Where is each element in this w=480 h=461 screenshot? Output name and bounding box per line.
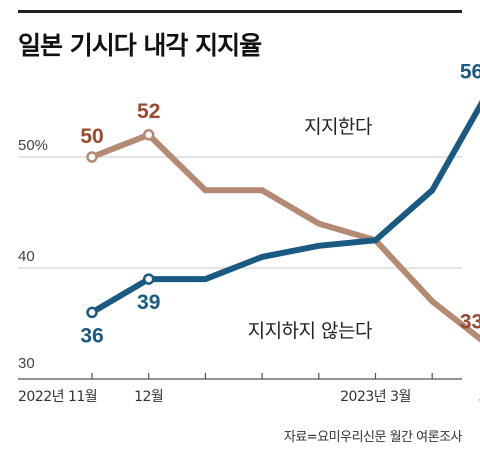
y-tick-label: 40: [18, 248, 35, 265]
support-data-label: 36: [80, 324, 103, 347]
y-tick-label: 30: [18, 355, 35, 372]
y-tick-label: 50%: [18, 137, 48, 154]
support-point: [142, 273, 155, 285]
oppose-data-label: 52: [137, 100, 160, 123]
x-tick-label: 2023년 3월: [340, 389, 411, 405]
support-line: [90, 100, 480, 315]
oppose-data-label: 33%: [460, 311, 480, 334]
x-tick-label: 12월: [134, 389, 163, 405]
x-tick-label: 2022년 11월: [18, 389, 97, 405]
support-series-label: 지지한다: [304, 116, 372, 138]
oppose-point: [142, 129, 155, 141]
x-tick-label: 5월: [479, 389, 480, 405]
oppose-series-label: 지지하지 않는다: [248, 320, 372, 342]
chart-title: 일본 기시다 내각 지지율: [18, 31, 262, 60]
support-data-label: 56%: [460, 60, 480, 83]
source-note: 자료=요미우리신문 월간 여론조사: [283, 430, 463, 445]
oppose-point: [86, 151, 98, 163]
oppose-line: [90, 131, 480, 343]
top-rule: [18, 10, 462, 13]
support-point: [86, 306, 98, 319]
support-data-label: 39: [137, 291, 160, 314]
oppose-data-label: 50: [80, 125, 103, 148]
